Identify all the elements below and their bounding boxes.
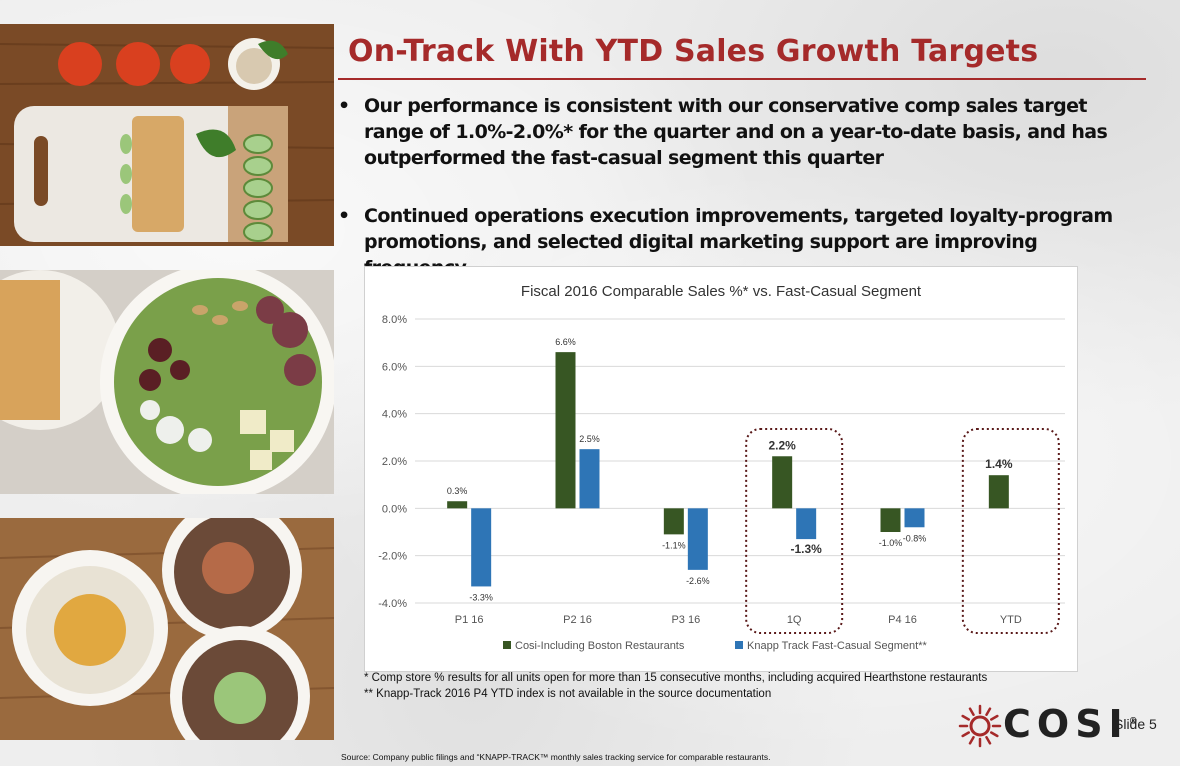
data-label: -1.1%: [662, 540, 686, 550]
data-label: -1.3%: [790, 542, 822, 556]
data-label: -3.3%: [469, 592, 493, 602]
chart-title: Fiscal 2016 Comparable Sales %* vs. Fast…: [521, 283, 922, 300]
y-tick-label: 8.0%: [382, 314, 407, 326]
bar: [687, 508, 708, 570]
sun-ray: [968, 707, 975, 716]
x-tick-label: P2 16: [563, 614, 592, 626]
food-photo-bowls: [0, 518, 334, 740]
y-tick-label: 2.0%: [382, 456, 407, 468]
bar: [447, 501, 468, 509]
y-tick-label: -4.0%: [378, 598, 407, 610]
bullet-marker: •: [338, 205, 350, 227]
legend-swatch: [735, 641, 743, 649]
legend-swatch: [503, 641, 511, 649]
title-underline: [338, 78, 1146, 80]
legend-label: Cosi-Including Boston Restaurants: [515, 640, 685, 652]
highlight-box: [745, 428, 844, 634]
data-label: 2.5%: [579, 434, 600, 444]
y-tick-label: -2.0%: [378, 551, 407, 563]
y-tick-label: 6.0%: [382, 361, 407, 373]
sun-ray: [985, 707, 992, 716]
bar: [880, 508, 901, 532]
slide-number: Slide 5: [1114, 716, 1157, 732]
bar: [555, 352, 576, 509]
bar: [796, 508, 817, 540]
slide-title: On-Track With YTD Sales Growth Targets: [348, 34, 1039, 69]
bar: [663, 508, 684, 535]
x-tick-label: P4 16: [888, 614, 917, 626]
y-tick-label: 0.0%: [382, 503, 407, 515]
sun-ray: [985, 736, 992, 745]
x-tick-label: P3 16: [671, 614, 700, 626]
data-label: 2.2%: [768, 438, 796, 452]
data-label: 6.6%: [555, 337, 576, 347]
data-label: -2.6%: [686, 576, 710, 586]
x-tick-label: P1 16: [455, 614, 484, 626]
food-photo-sandwich-board: [0, 24, 334, 246]
bar: [904, 508, 925, 528]
bullet-text: Our performance is consistent with our c…: [364, 95, 1108, 169]
sun-ray: [961, 731, 970, 738]
food-photo-salad: [0, 270, 334, 494]
bullet-marker: •: [338, 95, 350, 117]
footnote-knapp-track: ** Knapp-Track 2016 P4 YTD index is not …: [364, 688, 772, 700]
data-label: -0.8%: [903, 533, 927, 543]
sun-ray: [990, 714, 999, 721]
sun-ray: [990, 731, 999, 738]
bar: [579, 449, 600, 509]
y-tick-label: 4.0%: [382, 409, 407, 421]
bullet-item: • Our performance is consistent with our…: [338, 93, 1138, 171]
x-tick-label: 1Q: [787, 614, 802, 626]
cosi-logo-text: COSI®: [1003, 702, 1138, 746]
bar: [471, 508, 492, 587]
legend-label: Knapp Track Fast-Casual Segment**: [747, 640, 927, 652]
chart-canvas: Fiscal 2016 Comparable Sales %* vs. Fast…: [378, 283, 1065, 652]
cosi-logo-sun-icon: [958, 704, 1002, 748]
comparable-sales-chart: Fiscal 2016 Comparable Sales %* vs. Fast…: [364, 266, 1078, 672]
sun-ray: [961, 714, 970, 721]
registered-mark: ®: [1128, 716, 1138, 727]
data-label: -1.0%: [879, 538, 903, 548]
sun-ray: [968, 736, 975, 745]
x-tick-label: YTD: [1000, 614, 1022, 626]
logo-wordmark: COSI: [1003, 702, 1129, 746]
source-note: Source: Company public filings and “KNAP…: [341, 752, 771, 762]
bar: [772, 456, 793, 509]
bar: [988, 475, 1009, 509]
data-label: 1.4%: [985, 457, 1013, 471]
footnote-comp-store: * Comp store % results for all units ope…: [364, 672, 988, 684]
highlight-box: [961, 428, 1060, 634]
data-label: 0.3%: [447, 486, 468, 496]
